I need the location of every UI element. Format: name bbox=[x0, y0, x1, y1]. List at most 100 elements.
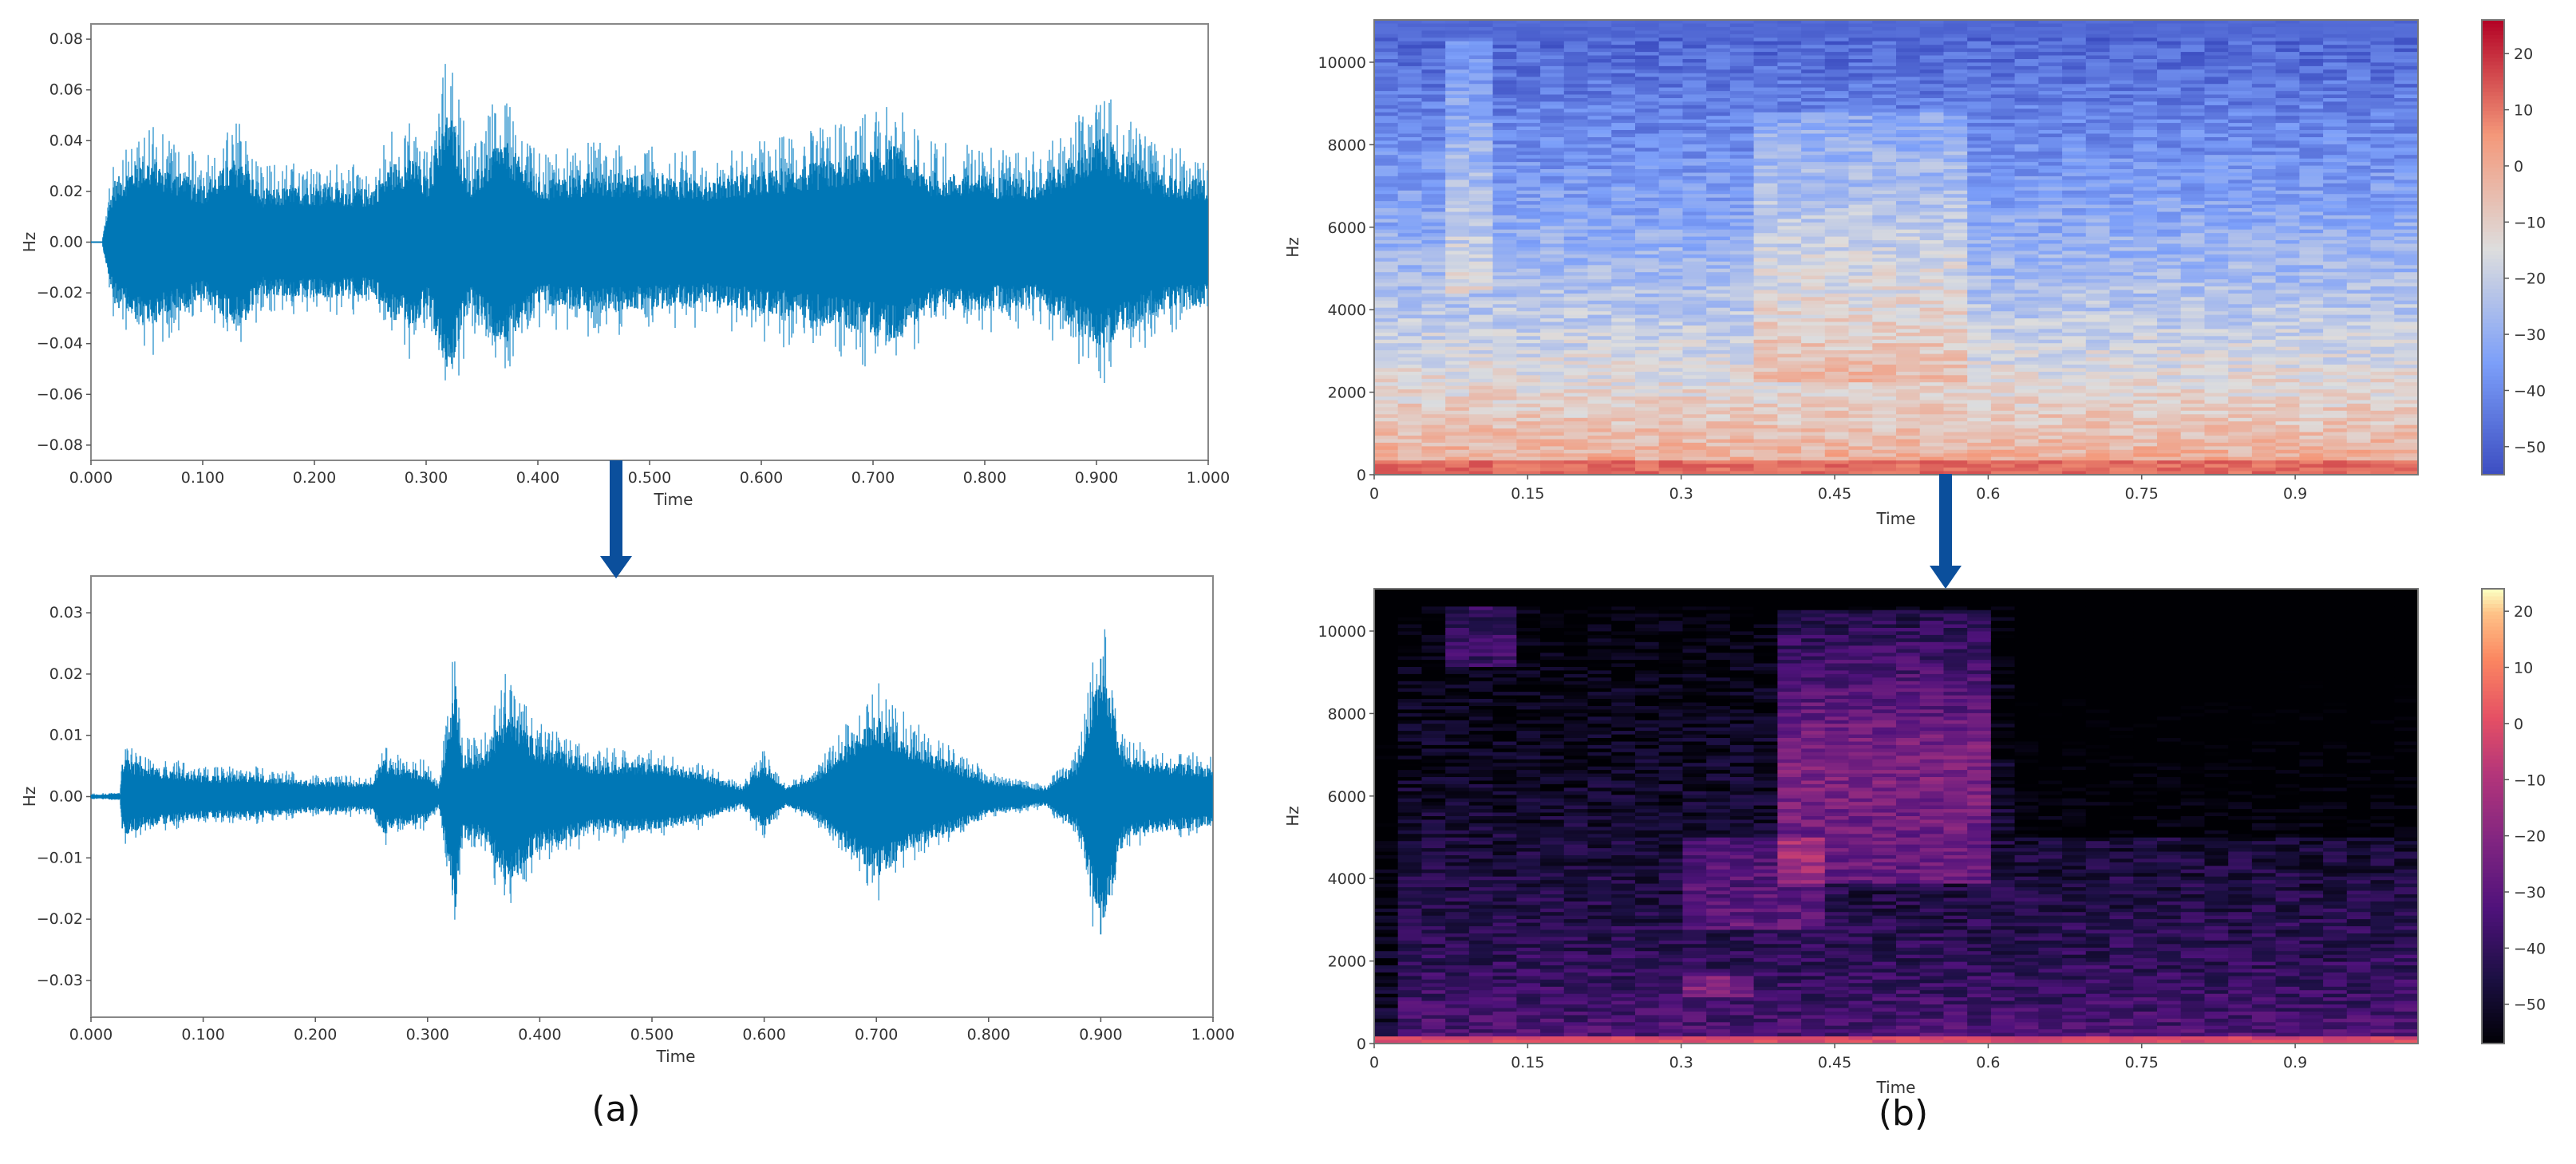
y-tick-label: 0.02 bbox=[49, 665, 83, 683]
y-axis-label: Hz bbox=[20, 232, 39, 253]
colorbar-tick-label: 10 bbox=[2514, 102, 2533, 120]
y-axis-label: Hz bbox=[20, 787, 39, 807]
x-tick-label: 0.75 bbox=[2125, 485, 2159, 503]
y-tick-label: 8000 bbox=[1328, 136, 1366, 154]
x-tick-label: 0.3 bbox=[1669, 1054, 1693, 1071]
plot-frame bbox=[1373, 19, 2419, 475]
caption-a: (a) bbox=[591, 1089, 640, 1130]
colorbar-tick-label: −10 bbox=[2514, 214, 2546, 231]
x-tick-label: 0 bbox=[1369, 1054, 1379, 1071]
y-tick-label: −0.06 bbox=[37, 385, 83, 403]
x-tick-label: 0.15 bbox=[1511, 1054, 1544, 1071]
y-tick-label: 4000 bbox=[1328, 870, 1366, 888]
x-tick-label: 0.900 bbox=[1079, 1026, 1122, 1044]
y-axis-label: Hz bbox=[1283, 806, 1302, 827]
caption-b: (b) bbox=[1879, 1093, 1928, 1134]
y-tick-label: −0.03 bbox=[37, 972, 83, 989]
colorbar-tick-label: −40 bbox=[2514, 382, 2546, 400]
colorbar-tick-label: −20 bbox=[2514, 270, 2546, 288]
x-tick-label: 0.9 bbox=[2283, 485, 2307, 503]
x-tick-label: 0 bbox=[1369, 485, 1379, 503]
y-tick-label: 0.02 bbox=[49, 183, 83, 200]
y-tick-label: −0.08 bbox=[37, 436, 83, 454]
colorbar-tick-label: −20 bbox=[2514, 828, 2546, 846]
x-tick-label: 0.45 bbox=[1818, 485, 1851, 503]
colorbar-tick-label: 20 bbox=[2514, 45, 2533, 63]
y-tick-label: 0.08 bbox=[49, 30, 83, 48]
y-tick-label: 0 bbox=[1357, 467, 1366, 484]
x-tick-label: 0.300 bbox=[406, 1026, 449, 1044]
y-tick-label: 0.03 bbox=[49, 604, 83, 621]
y-tick-label: −0.01 bbox=[37, 849, 83, 866]
spectrogram-cells bbox=[1374, 20, 2419, 475]
y-tick-label: −0.02 bbox=[37, 284, 83, 302]
waveform-line bbox=[102, 117, 1208, 367]
x-axis-label: Time bbox=[656, 1047, 696, 1066]
colorbar-tick-label: 20 bbox=[2514, 603, 2533, 621]
y-tick-label: 10000 bbox=[1318, 623, 1366, 641]
colorbar-tick-label: −30 bbox=[2514, 884, 2546, 902]
y-tick-label: −0.04 bbox=[37, 335, 83, 353]
x-tick-label: 0.000 bbox=[69, 1026, 113, 1044]
x-tick-label: 0.000 bbox=[69, 469, 113, 487]
y-tick-label: 0.04 bbox=[49, 132, 83, 149]
x-tick-label: 0.400 bbox=[516, 469, 559, 487]
colorbar-tick-label: −50 bbox=[2514, 439, 2546, 456]
colorbar-tick-label: −50 bbox=[2514, 996, 2546, 1014]
x-axis-label: Time bbox=[1876, 509, 1916, 528]
x-tick-label: 0.800 bbox=[963, 469, 1006, 487]
y-tick-label: 6000 bbox=[1328, 219, 1366, 237]
x-tick-label: 0.9 bbox=[2283, 1054, 2307, 1071]
y-tick-label: 0.06 bbox=[49, 81, 83, 99]
colorbar-tick-label: 10 bbox=[2514, 660, 2533, 677]
y-tick-label: 10000 bbox=[1318, 54, 1366, 72]
x-tick-label: 0.500 bbox=[630, 1026, 674, 1044]
waveform-denoised-chart: 0.03 0.02 0.01 0.00 −0.01 −0.02 −0.03 0.000 0.10… bbox=[20, 575, 1235, 1066]
y-axis-label: Hz bbox=[1283, 237, 1302, 258]
down-arrow-right-icon bbox=[1930, 474, 1962, 589]
x-tick-label: 0.75 bbox=[2125, 1054, 2159, 1071]
x-tick-label: 0.15 bbox=[1511, 485, 1544, 503]
x-axis-label: Time bbox=[1876, 1078, 1916, 1097]
y-tick-label: 6000 bbox=[1328, 788, 1366, 806]
colorbar-tick-label: 0 bbox=[2514, 158, 2523, 176]
x-tick-label: 0.200 bbox=[294, 1026, 337, 1044]
y-tick-label: 0.00 bbox=[49, 234, 83, 251]
x-tick-label: 0.600 bbox=[742, 1026, 785, 1044]
plot-frame bbox=[1373, 588, 2419, 1044]
x-tick-label: 0.700 bbox=[855, 1026, 898, 1044]
x-tick-label: 0.800 bbox=[967, 1026, 1010, 1044]
y-tick-label: 0 bbox=[1357, 1036, 1366, 1053]
colorbar: 20 10 0 −10 −20 −30 −40 −50 bbox=[2481, 19, 2546, 475]
x-tick-label: 0.700 bbox=[851, 469, 895, 487]
colorbar: 20 10 0 −10 −20 −30 −40 −50 bbox=[2481, 588, 2546, 1044]
x-tick-label: 0.3 bbox=[1669, 485, 1693, 503]
x-tick-label: 0.6 bbox=[1976, 1054, 2000, 1071]
x-axis-label: Time bbox=[654, 490, 693, 509]
x-tick-label: 0.45 bbox=[1818, 1054, 1851, 1071]
x-tick-label: 0.100 bbox=[181, 1026, 224, 1044]
colorbar-tick-label: −40 bbox=[2514, 940, 2546, 957]
y-tick-label: 2000 bbox=[1328, 385, 1366, 402]
waveform-raw-chart: 0.08 0.06 0.04 0.02 0.00 −0.02 −0.04 −0.06 −0.08… bbox=[20, 23, 1230, 509]
x-tick-label: 0.600 bbox=[740, 469, 783, 487]
spectrogram-raw-chart: 0 2000 4000 6000 8000 10000 0 0.15 0.3 0.45 0.6 0.7… bbox=[1283, 19, 2546, 528]
y-tick-label: 0.00 bbox=[49, 788, 83, 806]
y-tick-label: 8000 bbox=[1328, 705, 1366, 723]
x-tick-label: 0.300 bbox=[405, 469, 448, 487]
down-arrow-left-icon bbox=[600, 460, 632, 578]
x-tick-label: 0.200 bbox=[293, 469, 336, 487]
x-tick-label: 0.6 bbox=[1976, 485, 2000, 503]
spectrogram-denoised-chart: 0 2000 4000 6000 8000 10000 0 0.15 0.3 0.45 0.6 0.7… bbox=[1283, 588, 2546, 1097]
x-tick-label: 0.100 bbox=[181, 469, 224, 487]
y-tick-label: 4000 bbox=[1328, 302, 1366, 319]
x-tick-label: 1.000 bbox=[1191, 1026, 1235, 1044]
x-tick-label: 0.900 bbox=[1075, 469, 1118, 487]
x-tick-label: 0.400 bbox=[518, 1026, 561, 1044]
y-tick-label: 2000 bbox=[1328, 953, 1366, 971]
y-tick-label: −0.02 bbox=[37, 910, 83, 928]
colorbar-tick-label: −30 bbox=[2514, 326, 2546, 344]
x-tick-label: 0.500 bbox=[628, 469, 671, 487]
y-tick-label: 0.01 bbox=[49, 727, 83, 744]
